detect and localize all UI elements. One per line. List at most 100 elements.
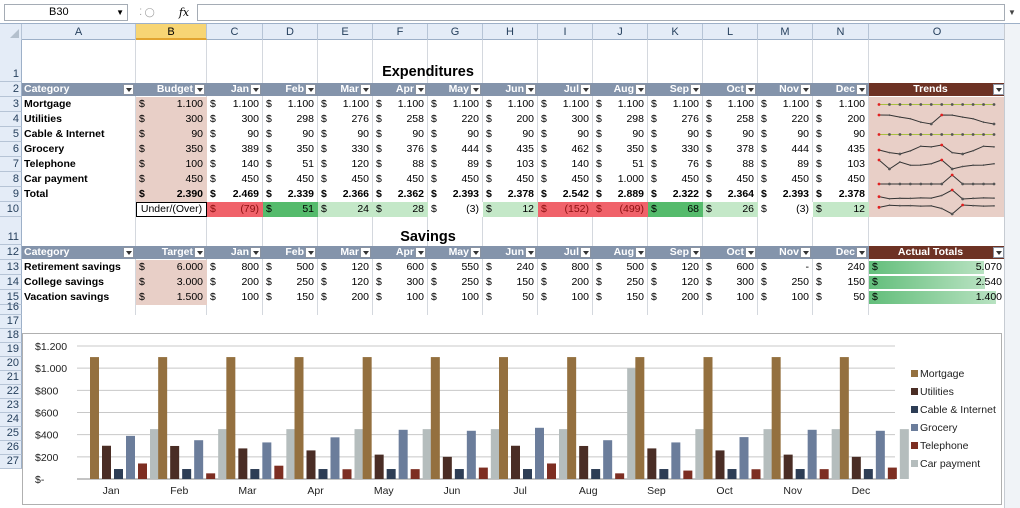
- savings-header-cell[interactable]: Feb: [263, 246, 318, 259]
- savings-month-cell[interactable]: $500: [263, 260, 318, 275]
- expenditures-header-cell[interactable]: Budget: [136, 83, 207, 96]
- name-box[interactable]: B30 ▼: [4, 4, 128, 21]
- filter-dropdown-icon[interactable]: [856, 84, 867, 95]
- actual-total-cell[interactable]: $1.400: [869, 290, 1006, 305]
- total-label[interactable]: Total: [24, 188, 49, 200]
- row-header-5[interactable]: 5: [0, 127, 22, 142]
- column-header-n[interactable]: N: [813, 24, 869, 40]
- column-header-k[interactable]: K: [648, 24, 703, 40]
- month-cell[interactable]: $90: [428, 127, 483, 142]
- month-cell[interactable]: $120: [318, 157, 373, 172]
- month-cell[interactable]: $1.100: [538, 97, 593, 112]
- trend-sparkline-cell[interactable]: [869, 112, 1006, 127]
- expenditures-header-cell[interactable]: Aug: [593, 83, 648, 96]
- month-cell[interactable]: $90: [593, 127, 648, 142]
- filter-dropdown-icon[interactable]: [580, 84, 591, 95]
- expenditures-header-cell[interactable]: Sep: [648, 83, 703, 96]
- savings-month-cell[interactable]: $120: [318, 260, 373, 275]
- savings-month-cell[interactable]: $200: [318, 290, 373, 305]
- month-cell[interactable]: $330: [648, 142, 703, 157]
- row-header-10[interactable]: 10: [0, 202, 22, 217]
- row-header-26[interactable]: 26: [0, 441, 22, 455]
- filter-dropdown-icon[interactable]: [800, 247, 811, 258]
- budget-cell[interactable]: $300: [136, 112, 207, 127]
- month-cell[interactable]: $276: [318, 112, 373, 127]
- savings-month-cell[interactable]: $100: [207, 290, 263, 305]
- budget-cell[interactable]: $90: [136, 127, 207, 142]
- filter-dropdown-icon[interactable]: [470, 84, 481, 95]
- filter-dropdown-icon[interactable]: [635, 84, 646, 95]
- row-header-14[interactable]: 14: [0, 275, 22, 290]
- month-cell[interactable]: $140: [207, 157, 263, 172]
- trend-sparkline-cell[interactable]: [869, 142, 1006, 157]
- month-cell[interactable]: $1.000: [593, 172, 648, 187]
- savings-month-cell[interactable]: $240: [483, 260, 538, 275]
- month-cell[interactable]: $90: [813, 127, 869, 142]
- row-header-16[interactable]: 16: [0, 301, 22, 315]
- row-header-12[interactable]: 12: [0, 245, 22, 260]
- under-over-cell[interactable]: $ (152): [538, 202, 593, 217]
- month-cell[interactable]: $1.100: [703, 97, 758, 112]
- column-header-l[interactable]: L: [703, 24, 758, 40]
- expenditures-header-cell[interactable]: Jun: [483, 83, 538, 96]
- category-cell[interactable]: Telephone: [24, 158, 76, 170]
- row-header-25[interactable]: 25: [0, 427, 22, 441]
- filter-dropdown-icon[interactable]: [525, 247, 536, 258]
- category-cell[interactable]: Utilities: [24, 113, 62, 125]
- total-month-cell[interactable]: $2.393: [758, 187, 813, 202]
- filter-dropdown-icon[interactable]: [993, 247, 1004, 258]
- total-month-cell[interactable]: $2.366: [318, 187, 373, 202]
- savings-month-cell[interactable]: $250: [263, 275, 318, 290]
- month-cell[interactable]: $200: [483, 112, 538, 127]
- row-header-20[interactable]: 20: [0, 357, 22, 371]
- month-cell[interactable]: $90: [648, 127, 703, 142]
- total-month-cell[interactable]: $2.393: [428, 187, 483, 202]
- month-cell[interactable]: $90: [483, 127, 538, 142]
- month-cell[interactable]: $1.100: [428, 97, 483, 112]
- filter-dropdown-icon[interactable]: [360, 247, 371, 258]
- month-cell[interactable]: $89: [758, 157, 813, 172]
- month-cell[interactable]: $444: [758, 142, 813, 157]
- select-all-corner[interactable]: [0, 24, 22, 40]
- savings-month-cell[interactable]: $120: [318, 275, 373, 290]
- month-cell[interactable]: $450: [703, 172, 758, 187]
- under-over-cell[interactable]: $ (499): [593, 202, 648, 217]
- month-cell[interactable]: $1.100: [593, 97, 648, 112]
- column-header-e[interactable]: E: [318, 24, 373, 40]
- row-header-2[interactable]: 2: [0, 82, 22, 97]
- month-cell[interactable]: $1.100: [207, 97, 263, 112]
- savings-month-cell[interactable]: $200: [207, 275, 263, 290]
- under-over-cell[interactable]: $12: [483, 202, 538, 217]
- month-cell[interactable]: $435: [813, 142, 869, 157]
- month-cell[interactable]: $444: [428, 142, 483, 157]
- savings-header-cell[interactable]: Apr: [373, 246, 428, 259]
- expenditures-header-cell[interactable]: Dec: [813, 83, 869, 96]
- month-cell[interactable]: $378: [703, 142, 758, 157]
- filter-dropdown-icon[interactable]: [305, 247, 316, 258]
- under-over-cell[interactable]: $28: [373, 202, 428, 217]
- budget-cell[interactable]: $1.100: [136, 97, 207, 112]
- filter-dropdown-icon[interactable]: [194, 247, 205, 258]
- under-over-cell[interactable]: $ (79): [207, 202, 263, 217]
- expenditures-header-cell[interactable]: Category: [22, 83, 136, 96]
- savings-month-cell[interactable]: $300: [703, 275, 758, 290]
- row-header-18[interactable]: 18: [0, 329, 22, 343]
- savings-month-cell[interactable]: $500: [593, 260, 648, 275]
- savings-header-cell[interactable]: Dec: [813, 246, 869, 259]
- month-cell[interactable]: $450: [373, 172, 428, 187]
- target-cell[interactable]: $1.500: [136, 290, 207, 305]
- savings-month-cell[interactable]: $800: [207, 260, 263, 275]
- actual-total-cell[interactable]: $2.540: [869, 275, 1006, 290]
- column-header-g[interactable]: G: [428, 24, 483, 40]
- trend-sparkline-cell[interactable]: [869, 187, 1006, 202]
- column-header-o[interactable]: O: [869, 24, 1006, 40]
- month-cell[interactable]: $1.100: [263, 97, 318, 112]
- budget-cell[interactable]: $100: [136, 157, 207, 172]
- row-header-4[interactable]: 4: [0, 112, 22, 127]
- month-cell[interactable]: $450: [263, 172, 318, 187]
- filter-dropdown-icon[interactable]: [856, 247, 867, 258]
- month-cell[interactable]: $450: [318, 172, 373, 187]
- savings-header-cell[interactable]: Oct: [703, 246, 758, 259]
- month-cell[interactable]: $90: [263, 127, 318, 142]
- savings-month-cell[interactable]: $300: [373, 275, 428, 290]
